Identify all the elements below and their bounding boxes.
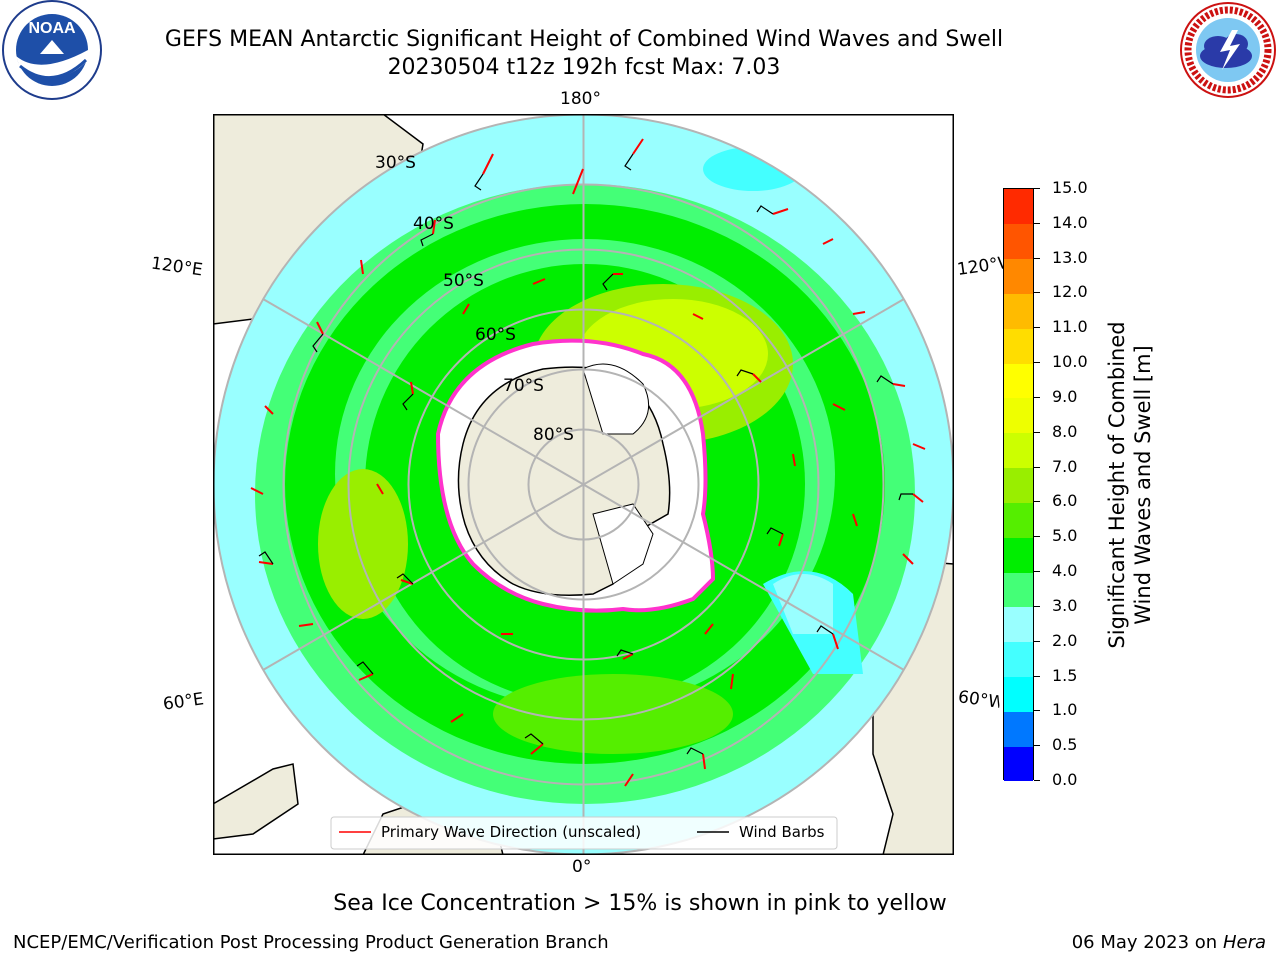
map-panel: Primary Wave Direction (unscaled) Wind B…: [213, 114, 954, 855]
colorbar-tick-label: 1.0: [1052, 700, 1078, 720]
map-border: [213, 114, 954, 855]
colorbar-tick: [1034, 571, 1040, 573]
colorbar-title-line2: Wind Waves and Swell [m]: [1131, 345, 1155, 625]
colorbar-tick-label: 6.0: [1052, 491, 1078, 511]
colorbar-swatch: [1004, 467, 1033, 503]
lon-label-180: 180°: [560, 89, 601, 109]
colorbar-swatch: [1004, 293, 1033, 329]
colorbar-tick-label: 11.0: [1052, 317, 1088, 337]
colorbar-swatch: [1004, 746, 1033, 782]
colorbar-swatch: [1004, 711, 1033, 747]
footer-date-text: 06 May 2023 on: [1071, 932, 1218, 953]
lat-label-60s: 60°S: [475, 325, 516, 345]
legend-wave-direction-label: Primary Wave Direction (unscaled): [381, 823, 641, 841]
colorbar-tick: [1034, 780, 1040, 781]
colorbar-swatch: [1004, 572, 1033, 608]
lat-label-30s: 30°S: [375, 153, 416, 173]
colorbar-tick: [1034, 745, 1040, 747]
colorbar-tick-label: 4.0: [1052, 561, 1078, 581]
colorbar-tick-label: 14.0: [1052, 212, 1088, 232]
lat-label-40s: 40°S: [413, 214, 454, 234]
colorbar-swatch: [1004, 641, 1033, 678]
noaa-logo-text: NOAA: [28, 20, 76, 37]
colorbar-tick-label: 8.0: [1052, 421, 1078, 441]
footer-branch: NCEP/EMC/Verification Post Processing Pr…: [13, 932, 609, 953]
colorbar-tick: [1034, 188, 1040, 189]
colorbar-tick: [1034, 710, 1040, 712]
colorbar-tick: [1034, 605, 1040, 607]
colorbar-tick-label: 5.0: [1052, 526, 1078, 546]
lon-label-0: 0°: [572, 857, 592, 877]
colorbar-swatch: [1004, 328, 1033, 364]
colorbar-tick: [1034, 466, 1040, 468]
colorbar-tick: [1034, 501, 1040, 503]
colorbar-tick-label: 15.0: [1052, 178, 1088, 197]
colorbar-swatch: [1004, 676, 1033, 712]
wave-direction-arrows: [250, 138, 926, 787]
colorbar-swatch: [1004, 502, 1033, 538]
colorbar-tick: [1034, 257, 1040, 259]
nws-logo: [1180, 2, 1276, 98]
colorbar-tick-label: 2.0: [1052, 630, 1078, 650]
ice-note: Sea Ice Concentration > 15% is shown in …: [333, 891, 947, 916]
colorbar-swatch: [1004, 397, 1033, 434]
colorbar-tick: [1034, 675, 1040, 677]
lon-label-60w: 60°W: [956, 687, 1002, 713]
colorbar-tick: [1034, 536, 1040, 538]
chart-title: GEFS MEAN Antarctic Significant Height o…: [164, 27, 1004, 52]
colorbar-tick-label: 10.0: [1052, 352, 1088, 372]
lon-label-120e: 120°E: [149, 253, 204, 281]
colorbar: [1003, 188, 1034, 782]
colorbar-tick-label: 1.5: [1052, 665, 1078, 685]
lat-label-80s: 80°S: [533, 425, 574, 445]
colorbar-tick: [1034, 292, 1040, 294]
lat-label-70s: 70°S: [503, 376, 544, 396]
noaa-logo: NOAA: [2, 0, 102, 100]
colorbar-tick: [1034, 222, 1040, 224]
colorbar-swatch: [1004, 189, 1033, 225]
colorbar-swatch: [1004, 223, 1033, 260]
colorbar-tick: [1034, 640, 1040, 642]
colorbar-title-line1: Significant Height of Combined: [1105, 321, 1129, 649]
land-madagascar: [213, 763, 299, 840]
legend-wind-barbs-label: Wind Barbs: [739, 823, 825, 841]
colorbar-tick: [1034, 431, 1040, 433]
colorbar-tick: [1034, 362, 1040, 364]
colorbar-tick-label: 0.5: [1052, 735, 1078, 755]
colorbar-swatch: [1004, 363, 1033, 399]
footer-date: 06 May 2023 on Hera: [1072, 932, 1266, 953]
colorbar-swatch: [1004, 606, 1033, 643]
colorbar-swatch: [1004, 432, 1033, 469]
colorbar-tick: [1034, 396, 1040, 398]
footer-host: Hera: [1222, 932, 1266, 953]
colorbar-tick-label: 7.0: [1052, 456, 1078, 476]
colorbar-swatch: [1004, 537, 1033, 573]
colorbar-tick-label: 0.0: [1052, 770, 1078, 789]
colorbar-tick-label: 13.0: [1052, 247, 1088, 267]
lon-label-60e: 60°E: [161, 689, 206, 715]
colorbar-tick-label: 9.0: [1052, 386, 1078, 406]
wind-barbs: [258, 153, 913, 755]
lat-label-50s: 50°S: [443, 271, 484, 291]
map-legend: Primary Wave Direction (unscaled) Wind B…: [330, 816, 838, 850]
colorbar-tick: [1034, 327, 1040, 329]
colorbar-title: Significant Height of Combined Wind Wave…: [1104, 321, 1156, 648]
antarctica: [435, 338, 716, 613]
colorbar-swatch: [1004, 258, 1033, 294]
chart-subtitle: 20230504 t12z 192h fcst Max: 7.03: [387, 55, 781, 80]
colorbar-tick-label: 3.0: [1052, 595, 1078, 615]
colorbar-tick-label: 12.0: [1052, 282, 1088, 302]
